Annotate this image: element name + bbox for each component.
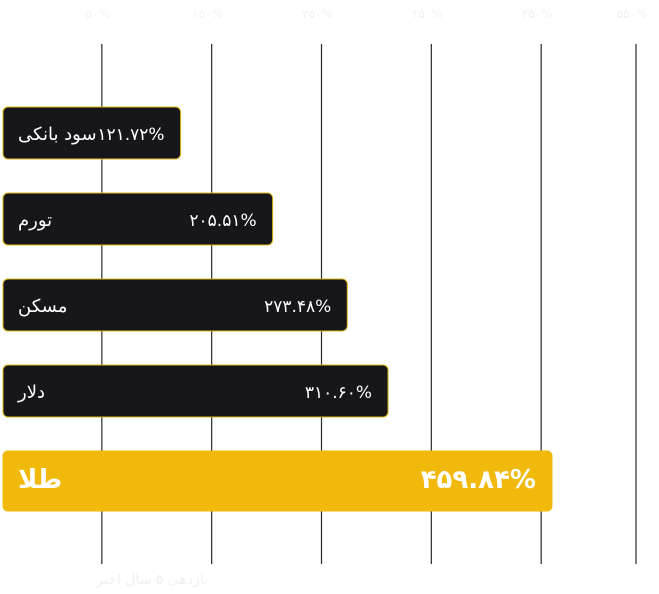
bar (2, 364, 389, 418)
bar-value-label: ۳۱۰.۶۰% (305, 383, 372, 403)
bar (2, 192, 274, 246)
x-tick-label: ۵۵۰% (617, 7, 648, 21)
bar-category-label: دلار (17, 382, 45, 403)
bar-category-label: تورم (18, 210, 52, 231)
bar-value-label: ۲۰۵.۵۱% (189, 211, 256, 231)
bar-category-label: طلا (18, 465, 62, 495)
x-tick-label: ۵۰% (86, 7, 110, 21)
x-tick-label: ۱۵۰% (192, 7, 223, 21)
x-tick-label: ۲۵۰% (302, 7, 333, 21)
x-tick-label: ۴۵۰% (522, 7, 553, 21)
bar-value-label: ۴۵۹.۸۴% (421, 465, 536, 495)
bar-value-label: ۱۲۱.۷۲% (97, 125, 164, 145)
highlight-bar (2, 450, 553, 512)
bar-category-label: مسکن (18, 296, 67, 317)
bar-category-label: سود بانکی (18, 124, 97, 145)
bar-value-label: ۲۷۳.۴۸% (264, 297, 331, 317)
bar (2, 278, 348, 332)
x-tick-label: ۳۵۰% (412, 7, 443, 21)
chart-caption: بازدهی ۵ سال اخیر (95, 572, 208, 588)
bar (2, 106, 182, 160)
